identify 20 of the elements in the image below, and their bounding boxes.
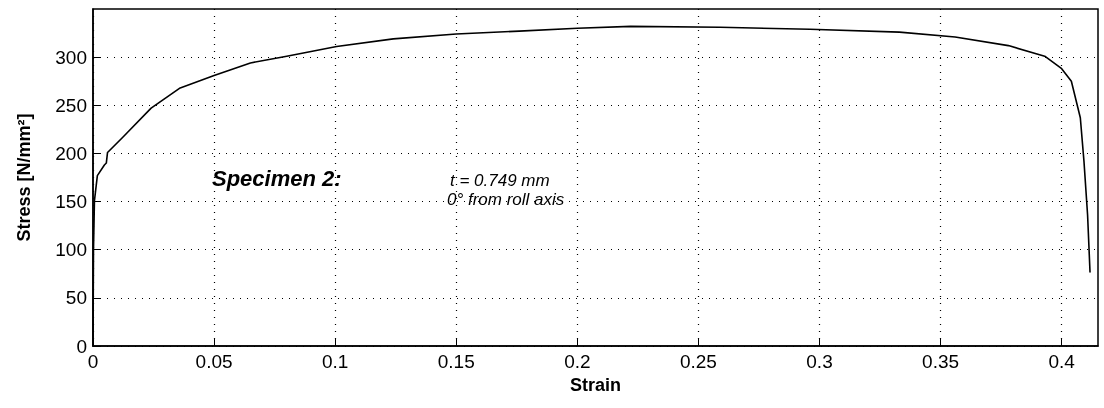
x-tick-label: 0.05 (195, 351, 233, 372)
x-tick-label: 0.15 (437, 351, 475, 372)
x-tick-label: 0.2 (564, 351, 591, 372)
y-tick-label: 300 (55, 46, 87, 68)
annotation: Specimen 2: (212, 165, 342, 191)
y-tick-label: 200 (55, 142, 87, 164)
x-tick-label: 0.4 (1048, 351, 1076, 372)
y-tick-label: 100 (55, 239, 87, 261)
y-tick-label: 0 (76, 335, 87, 357)
x-tick-label: 0.25 (679, 351, 717, 372)
y-tick-label: 50 (65, 287, 87, 309)
annotation: 0° from roll axis (447, 190, 565, 209)
x-tick-label: 0.3 (806, 351, 833, 372)
annotation: t = 0.749 mm (450, 171, 550, 190)
x-axis-title: Strain (569, 374, 622, 395)
y-tick-label: 250 (55, 94, 87, 116)
x-tick-label: 0.35 (922, 351, 960, 372)
x-tick-label: 0.1 (321, 351, 349, 372)
y-axis-title: Stress [N/mm²] (14, 113, 34, 242)
y-tick-label: 150 (55, 191, 87, 213)
